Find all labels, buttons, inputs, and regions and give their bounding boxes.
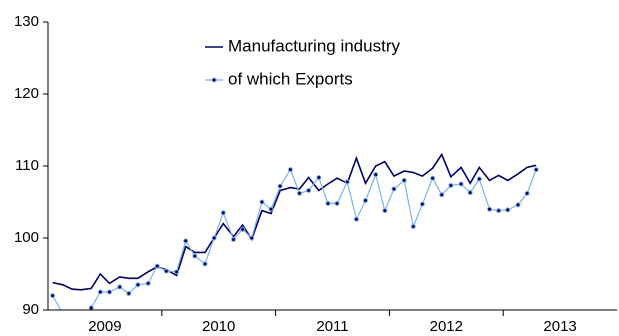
data-point: [334, 200, 340, 206]
data-point: [467, 190, 473, 196]
legend-box: [180, 32, 450, 96]
data-point: [316, 175, 322, 181]
data-point: [106, 289, 112, 295]
data-point: [220, 210, 226, 216]
legend-marker: [211, 77, 217, 83]
legend-label: of which Exports: [228, 69, 353, 88]
data-point: [533, 167, 539, 173]
data-point: [401, 177, 407, 183]
data-point: [382, 208, 388, 214]
y-tick-label: 110: [15, 157, 39, 174]
data-point: [448, 182, 454, 188]
data-point: [259, 199, 265, 205]
data-point: [505, 207, 511, 213]
data-point: [410, 223, 416, 229]
legend-label: Manufacturing industry: [228, 36, 400, 55]
x-tick-label: 2013: [543, 318, 576, 335]
data-point: [306, 187, 312, 193]
data-point: [192, 253, 198, 259]
data-point: [458, 181, 464, 187]
data-point: [126, 290, 132, 296]
data-point: [183, 238, 189, 244]
data-point: [496, 208, 502, 214]
data-point: [487, 206, 493, 212]
data-point: [363, 198, 369, 204]
data-point: [277, 183, 283, 189]
data-point: [202, 261, 208, 267]
data-point: [249, 235, 255, 241]
data-point: [163, 268, 169, 274]
data-point: [515, 202, 521, 208]
data-point: [174, 269, 180, 275]
y-tick-label: 90: [22, 301, 39, 318]
data-point: [70, 322, 74, 326]
x-tick-label: 2009: [88, 318, 121, 335]
y-tick-label: 100: [14, 229, 39, 246]
data-point: [88, 305, 94, 310]
data-point: [524, 190, 530, 196]
data-point: [296, 190, 302, 196]
data-point: [61, 312, 65, 316]
data-point: [287, 167, 293, 173]
data-point: [145, 280, 151, 286]
data-point: [97, 289, 103, 295]
series-line: [52, 152, 537, 291]
data-point: [344, 179, 350, 185]
data-point: [373, 172, 379, 178]
data-point: [135, 282, 141, 288]
data-point: [439, 192, 445, 198]
data-point: [117, 284, 123, 290]
data-point: [353, 216, 359, 222]
x-tick-label: 2010: [202, 318, 235, 335]
data-point: [50, 293, 56, 299]
x-tick-label: 2012: [430, 318, 463, 335]
data-point: [268, 206, 274, 212]
data-point: [154, 263, 160, 269]
data-point: [419, 201, 425, 207]
plot-area: [50, 152, 539, 326]
y-tick-label: 130: [14, 13, 39, 30]
y-tick-label: 120: [14, 85, 39, 102]
data-point: [476, 176, 482, 182]
data-point: [240, 226, 246, 232]
data-point: [230, 236, 236, 242]
series-line: [52, 168, 537, 310]
data-point: [79, 322, 83, 326]
data-point: [430, 175, 436, 181]
data-point: [325, 200, 331, 206]
x-tick-label: 2011: [316, 318, 348, 335]
data-point: [211, 235, 217, 241]
data-point: [391, 186, 397, 192]
